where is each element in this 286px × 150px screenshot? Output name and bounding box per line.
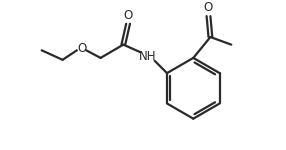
Text: O: O bbox=[204, 1, 213, 14]
Text: O: O bbox=[124, 9, 133, 22]
Text: NH: NH bbox=[139, 50, 157, 63]
Text: O: O bbox=[77, 42, 86, 55]
